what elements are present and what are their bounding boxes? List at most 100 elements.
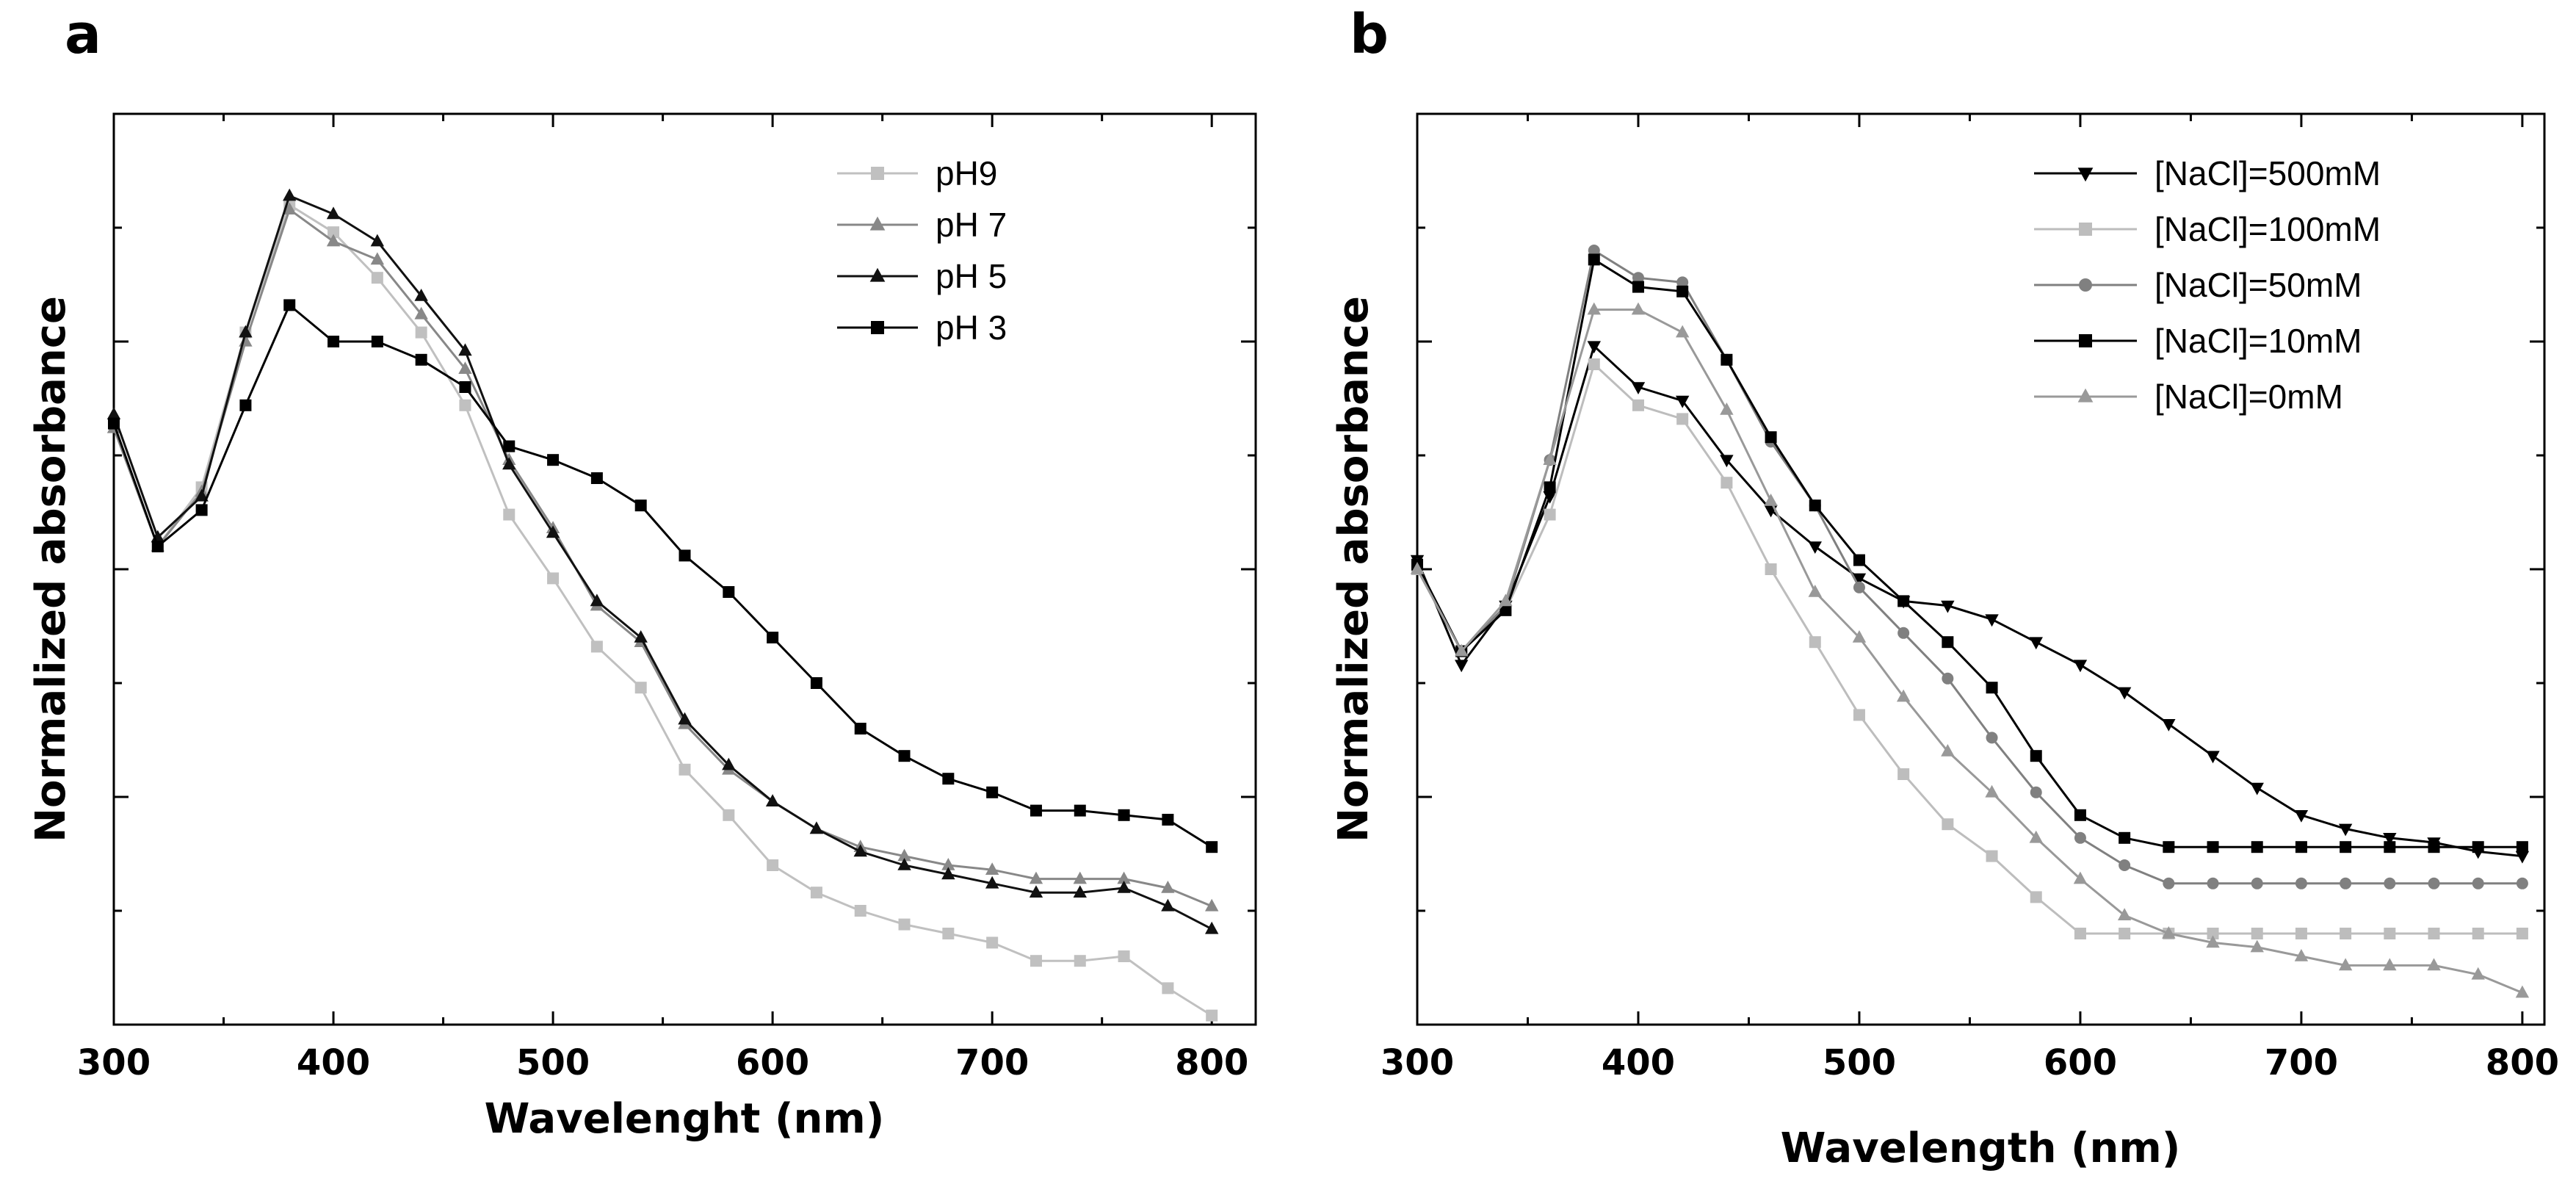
panel-b-data-point xyxy=(2206,751,2220,764)
panel-b-data-point xyxy=(2162,926,2176,939)
panel-a-data-point xyxy=(809,821,824,834)
panel-a-x-tick-label: 700 xyxy=(955,1042,1029,1083)
panel-a-data-point xyxy=(897,858,911,870)
panel-a-data-point xyxy=(590,640,603,653)
panel-b-data-point xyxy=(1764,494,1778,506)
panel-b-data-point xyxy=(1587,341,1601,354)
panel-a-x-tick-label: 600 xyxy=(736,1042,809,1083)
panel-b-data-point xyxy=(1675,325,1690,338)
panel-b-data-point xyxy=(1544,481,1556,494)
panel-a-data-point xyxy=(415,326,427,339)
panel-b-x-tick-label: 800 xyxy=(2486,1042,2559,1083)
panel-b-data-point xyxy=(2117,908,2132,920)
panel-b-data-point xyxy=(1675,395,1690,408)
panel-a-ticks xyxy=(112,114,1256,1025)
panel-a-series-line xyxy=(112,303,1212,848)
panel-b-data-point xyxy=(2207,877,2219,889)
panel-b-data-point xyxy=(2251,841,2263,853)
panel-a-data-point xyxy=(1118,809,1130,821)
panel-b-data-point xyxy=(2030,750,2042,762)
panel-a-data-point xyxy=(898,750,911,762)
panel-b: b 300 400 500 600 700 800 [NaCl]=500mM [NaCl]=… xyxy=(1330,3,2559,1172)
panel-a-x-tick-label: 400 xyxy=(297,1042,370,1083)
panel-a-label: a xyxy=(65,3,101,66)
panel-a-data-point xyxy=(854,723,866,734)
panel-a-data-point xyxy=(767,632,779,643)
panel-a-data-point xyxy=(283,188,297,201)
panel-a-data-point xyxy=(108,417,120,430)
panel-b-data-point xyxy=(2295,877,2307,889)
panel-b-x-tick-label: 600 xyxy=(2044,1042,2117,1083)
panel-a-series-2 xyxy=(106,188,1219,934)
panel-b-legend-entry: [NaCl]=50mM xyxy=(2034,266,2362,304)
panel-a-series-line xyxy=(112,203,1212,1017)
panel-a-data-point xyxy=(765,794,780,806)
panel-b-data-point xyxy=(2119,859,2131,871)
panel-a-data-point xyxy=(458,343,472,356)
panel-a-data-point xyxy=(723,586,735,598)
panel-a-data-point xyxy=(1161,881,1175,893)
panel-b-data-point xyxy=(1942,672,1954,685)
panel-a-data-point xyxy=(1206,841,1218,853)
panel-b-data-point xyxy=(1986,732,1998,744)
panel-b-legend-label: [NaCl]=500mM xyxy=(2154,154,2381,192)
panel-a-data-point xyxy=(1117,871,1131,884)
panel-a-data-point xyxy=(414,289,428,301)
panel-b-data-point xyxy=(1721,477,1733,489)
panel-b-series-line xyxy=(1416,249,2522,885)
panel-b-legend-label: [NaCl]=10mM xyxy=(2154,322,2362,360)
panel-a-data-point xyxy=(1073,871,1087,884)
panel-b-data-point xyxy=(1676,285,1689,297)
panel-b-series-line xyxy=(1416,363,2522,935)
panel-a-data-point xyxy=(328,336,340,347)
panel-b-series-line xyxy=(1416,308,2523,994)
panel-a-data-point xyxy=(414,306,428,320)
panel-b-plot-frame xyxy=(1416,112,2546,1026)
panel-b-legend-entry: [NaCl]=500mM xyxy=(2034,154,2381,192)
panel-b-series xyxy=(1410,245,2530,998)
panel-b-legend-entry: [NaCl]=0mM xyxy=(2034,378,2343,416)
panel-a-data-point xyxy=(1162,814,1174,826)
panel-a-series-line xyxy=(112,208,1212,908)
panel-b-data-point xyxy=(2383,958,2397,971)
panel-b-data-point xyxy=(1543,452,1557,465)
panel-b-data-point xyxy=(1544,508,1556,521)
panel-a-data-point xyxy=(1206,1009,1218,1022)
panel-b-data-point xyxy=(2427,958,2441,971)
panel-b-legend-label: [NaCl]=0mM xyxy=(2154,378,2343,416)
panel-a-data-point xyxy=(326,206,341,220)
panel-a-series xyxy=(106,188,1219,1022)
panel-b-data-point xyxy=(1985,784,1999,798)
panel-b-y-axis-title: Normalized absorbance xyxy=(1330,296,1378,842)
panel-b-series-1 xyxy=(1411,358,2528,939)
panel-a-data-point xyxy=(1029,871,1043,884)
panel-b-data-point xyxy=(2428,877,2440,889)
panel-a-data-point xyxy=(1074,955,1086,967)
panel-a-data-point xyxy=(941,867,955,880)
panel-a-data-point xyxy=(590,593,604,607)
panel-a-x-tick-label: 800 xyxy=(1175,1042,1248,1083)
panel-b-data-point xyxy=(2294,810,2309,823)
panel-a-data-point xyxy=(415,353,427,366)
panel-b-legend-marker xyxy=(2077,167,2094,182)
panel-b-data-point xyxy=(1809,636,1821,649)
panel-a-series-1 xyxy=(106,202,1219,912)
panel-a-data-point xyxy=(810,887,822,899)
panel-b-data-point xyxy=(1808,585,1822,597)
panel-b-data-point xyxy=(2073,660,2088,673)
panel-b-data-point xyxy=(1852,630,1867,643)
panel-b-data-point xyxy=(2294,949,2309,961)
panel-b-data-point xyxy=(2250,782,2264,795)
panel-b-data-point xyxy=(2250,939,2264,953)
panel-b-data-point xyxy=(2340,877,2352,889)
panel-a-data-point xyxy=(942,928,955,939)
panel-b-tick-labels: 300 400 500 600 700 800 xyxy=(1381,1042,2559,1083)
panel-a-data-point xyxy=(985,862,999,875)
panel-a-legend: pH9 pH 7 pH 5 pH 3 xyxy=(837,154,1007,347)
panel-b-series-line xyxy=(1416,258,2522,848)
panel-b-ticks xyxy=(1416,114,2544,1025)
panel-a-legend-marker xyxy=(869,216,886,231)
panel-b-data-point xyxy=(2295,841,2307,853)
panel-a-legend-entry: pH 5 xyxy=(837,257,1007,295)
panel-b-label: b xyxy=(1350,3,1389,66)
